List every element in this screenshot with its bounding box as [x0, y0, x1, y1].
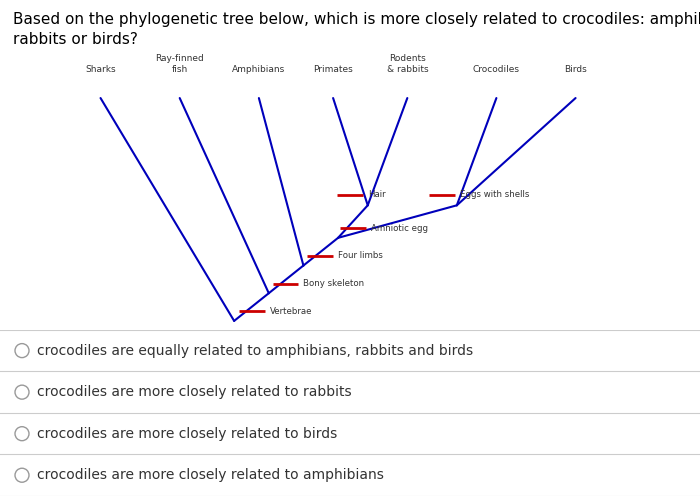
- Text: crocodiles are more closely related to rabbits: crocodiles are more closely related to r…: [37, 385, 351, 399]
- Text: Rodents
& rabbits: Rodents & rabbits: [386, 55, 428, 74]
- Text: rabbits or birds?: rabbits or birds?: [13, 32, 137, 47]
- Text: crocodiles are more closely related to amphibians: crocodiles are more closely related to a…: [37, 468, 384, 482]
- Text: Primates: Primates: [313, 65, 353, 74]
- Text: Based on the phylogenetic tree below, which is more closely related to crocodile: Based on the phylogenetic tree below, wh…: [13, 12, 700, 27]
- Text: crocodiles are equally related to amphibians, rabbits and birds: crocodiles are equally related to amphib…: [37, 344, 473, 358]
- Text: Vertebrae: Vertebrae: [270, 307, 312, 316]
- Text: crocodiles are more closely related to birds: crocodiles are more closely related to b…: [37, 427, 337, 440]
- Text: Hair: Hair: [368, 190, 386, 199]
- Text: Bony skeleton: Bony skeleton: [303, 279, 365, 288]
- Text: Birds: Birds: [564, 65, 587, 74]
- Text: Amphibians: Amphibians: [232, 65, 286, 74]
- Text: Eggs with shells: Eggs with shells: [460, 190, 529, 199]
- Text: Four limbs: Four limbs: [338, 251, 383, 260]
- Text: Crocodiles: Crocodiles: [473, 65, 520, 74]
- Text: Sharks: Sharks: [85, 65, 116, 74]
- Text: Amniotic egg: Amniotic egg: [371, 224, 428, 233]
- Text: Ray-finned
fish: Ray-finned fish: [155, 55, 204, 74]
